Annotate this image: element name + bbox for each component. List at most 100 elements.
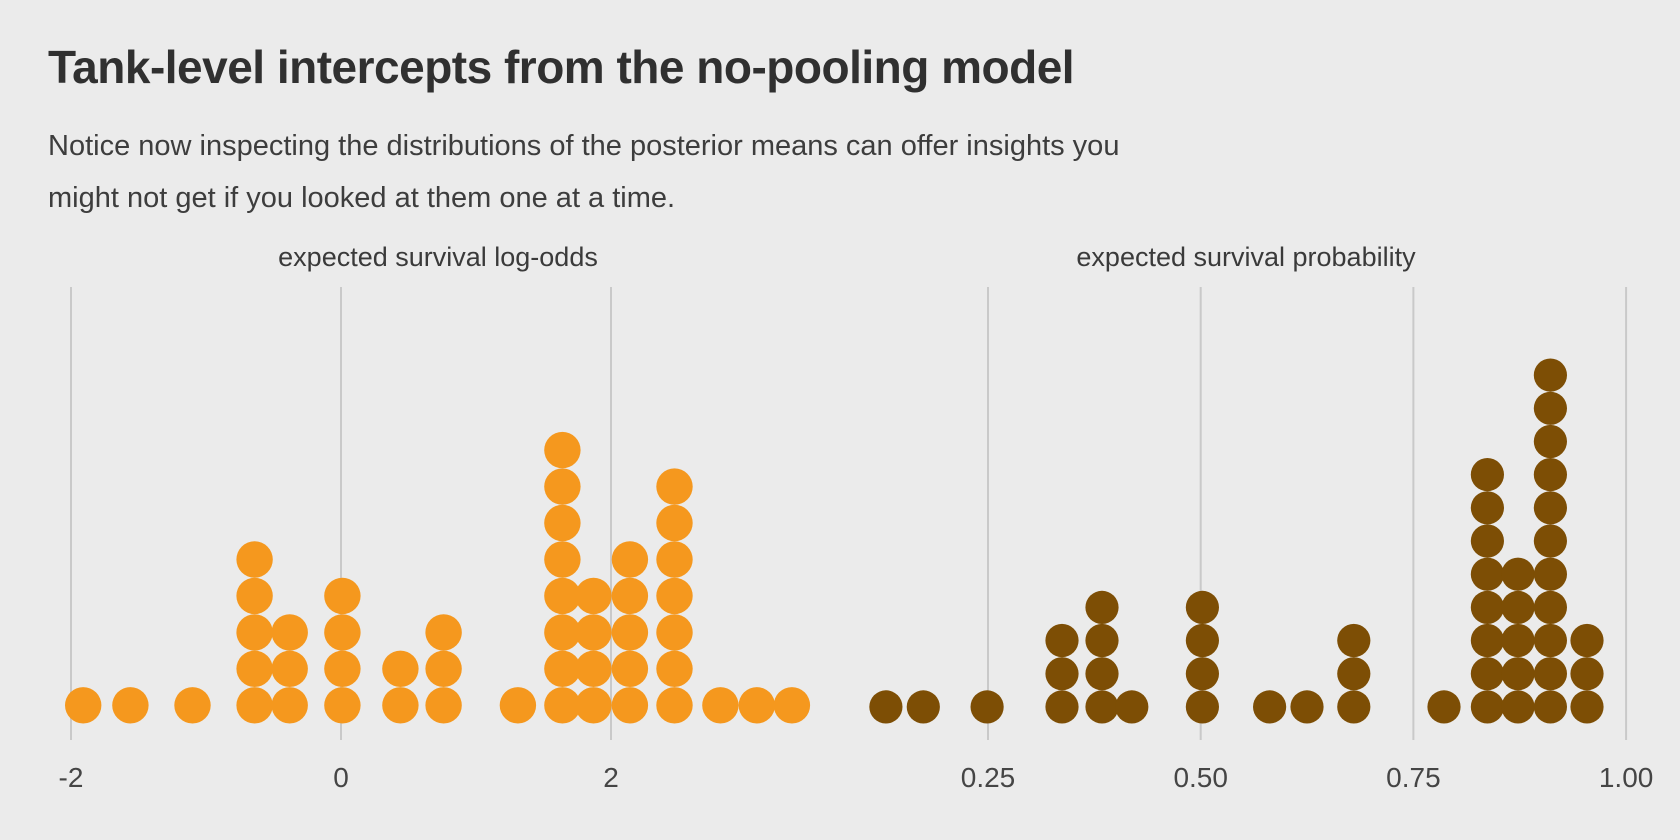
dot [499,687,537,724]
dot [738,687,775,724]
dot [544,504,581,542]
dot [174,687,211,724]
dot [970,690,1004,724]
dot [906,690,940,724]
dot [425,614,462,651]
dot [1533,424,1567,459]
dot [656,541,693,578]
dot [611,541,649,578]
dot [1470,458,1504,492]
dot [544,431,581,469]
dot [611,577,649,615]
dot [1533,557,1567,591]
panel-title-log-odds: expected survival log-odds [278,242,598,272]
dot [1115,690,1149,724]
tick-label: 0.25 [961,762,1016,793]
dot [1470,690,1504,724]
dot [544,687,581,724]
tick-label: 0.50 [1173,762,1228,793]
dot [656,687,693,724]
dot [575,687,612,724]
dot [271,650,308,687]
dot [1085,590,1119,625]
dot [1427,690,1461,724]
dot [1290,690,1324,724]
dot [544,468,581,505]
dot [1533,391,1567,425]
dot [1533,590,1567,625]
dot [1085,623,1119,658]
dot [575,650,612,687]
dot [1045,690,1079,724]
dot [236,687,273,724]
tick-label: 1.00 [1599,762,1654,793]
dot [1501,557,1535,591]
dot [425,687,462,724]
tick-label: -2 [59,762,84,793]
dot [1470,623,1504,658]
dot [656,614,693,651]
dot [1533,623,1567,658]
dot [611,614,649,651]
dot [271,687,308,724]
dot [1185,590,1219,625]
dot [702,687,739,724]
dot [869,690,903,724]
dot [1185,623,1219,658]
dot [544,614,581,651]
dot [112,687,149,724]
dot [773,687,811,724]
page-title: Tank-level intercepts from the no-poolin… [48,41,1075,93]
dot [1570,623,1604,658]
dot [271,614,308,651]
chart-subtitle: Notice now inspecting the distributions … [48,130,1120,214]
dot [544,650,581,687]
dot [1470,557,1504,591]
dot [324,687,361,724]
dot [575,614,612,651]
dot [575,577,612,615]
dot [656,468,693,505]
dot [1185,690,1219,724]
dot [382,687,419,724]
dot [1253,690,1287,724]
dot [1501,690,1535,724]
dot [1337,623,1371,658]
dot [1501,657,1535,691]
dot [656,650,693,687]
dot [1533,491,1567,525]
dot [1337,690,1371,724]
dot [382,650,419,687]
dot [1570,657,1604,691]
dot [324,614,361,651]
dot [1470,657,1504,691]
dot [236,614,273,651]
dot [1045,623,1079,658]
dot [544,541,581,578]
dot [1501,590,1535,625]
dot [1337,657,1371,691]
dot [1533,690,1567,724]
tick-label: 0.75 [1386,762,1441,793]
dot [1570,690,1604,724]
dot [1533,657,1567,691]
dot [656,504,693,542]
dot [65,687,102,724]
dot [1470,524,1504,558]
dot [324,577,361,615]
panel-title-probability: expected survival probability [1076,242,1416,272]
dot [1533,524,1567,558]
dot [1045,657,1079,691]
tick-label: 0 [333,762,349,793]
dot [1085,690,1119,724]
dot [1501,623,1535,658]
dot [236,541,273,578]
dot [236,650,273,687]
dot [656,577,693,615]
dot [1533,358,1567,392]
dot [1470,491,1504,525]
dot [425,650,462,687]
dot [1185,657,1219,691]
